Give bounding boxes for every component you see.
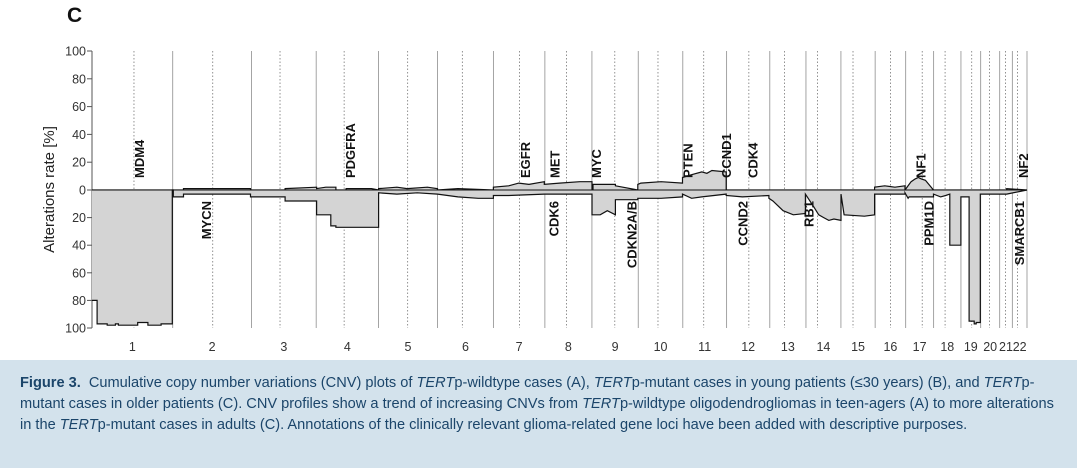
gene-label: CDK4 (746, 142, 761, 178)
gene-label: CDKN2A/B (625, 201, 640, 268)
caption-segment: TERT (582, 396, 620, 412)
gene-label: PDGFRA (343, 123, 358, 179)
caption-segment: TERT (59, 417, 98, 433)
caption-segment: p-mutant cases in older patients (C). CN… (20, 375, 1035, 412)
gene-label: MYC (589, 149, 604, 179)
gene-label: CCND2 (735, 201, 750, 246)
y-tick-label: 60 (72, 100, 86, 114)
caption-text: Cumulative copy number variations (CNV) … (20, 375, 1054, 433)
caption-segment: TERT (593, 375, 632, 391)
chromosome-label: 9 (612, 340, 619, 354)
y-tick-label: 20 (72, 211, 86, 225)
cnv-plot: C Alterations rate [%] 100 80 60 40 20 0 20 40 60 8… (41, 4, 1031, 354)
chromosome-label: 22 (1013, 340, 1027, 354)
gene-label: MET (547, 151, 562, 179)
chromosome-label: 17 (913, 340, 927, 354)
chromosome-label: 2 (209, 340, 216, 354)
chromosome-label: 3 (280, 340, 287, 354)
chromosome-label: 20 (983, 340, 997, 354)
caption-segment: TERT (983, 375, 1022, 391)
chromosome-label: 5 (405, 340, 412, 354)
series-area-gain (92, 170, 1027, 190)
gene-label: RB1 (802, 201, 817, 227)
chromosome-label: 16 (883, 340, 897, 354)
chromosome-label: 15 (851, 340, 865, 354)
y-tick-label: 0 (79, 184, 86, 198)
chromosome-label: 11 (698, 340, 711, 354)
chromosome-label: 1 (129, 340, 136, 354)
y-tick-label: 80 (72, 72, 86, 86)
chromosome-label: 10 (654, 340, 668, 354)
figure-label: Figure 3. (20, 375, 81, 391)
y-axis-label: Alterations rate [%] (41, 126, 58, 253)
chromosome-label: 6 (462, 340, 469, 354)
caption-segment: TERT (416, 375, 455, 391)
caption-segment: p-mutant cases in adults (C). Annotation… (97, 417, 968, 433)
chromosome-label: 18 (940, 340, 954, 354)
caption-segment: p-mutant cases in young patients (≤30 ye… (631, 375, 984, 391)
panel-label: C (67, 4, 82, 27)
chromosome-label: 13 (781, 340, 795, 354)
chromosome-label: 19 (964, 340, 978, 354)
y-tick-label: 100 (65, 45, 86, 59)
chromosome-label: 21 (999, 340, 1013, 354)
gene-label: MYCN (199, 201, 214, 239)
chromosome-label: 7 (516, 340, 523, 354)
y-tick-label: 60 (72, 266, 86, 280)
caption-segment: Cumulative copy number variations (CNV) … (88, 375, 417, 391)
y-tick-label: 80 (72, 294, 86, 308)
gene-label: SMARCB1 (1012, 201, 1027, 265)
gene-label: NF2 (1016, 153, 1031, 178)
gene-label: MDM4 (132, 139, 147, 178)
figure-caption: Figure 3. Cumulative copy number variatio… (20, 373, 1055, 436)
chromosome-label: 12 (741, 340, 755, 354)
gene-label: PPM1D (921, 201, 936, 246)
y-tick-label: 100 (65, 322, 86, 336)
y-tick-label: 40 (72, 239, 86, 253)
chromosome-label: 4 (344, 340, 351, 354)
gene-label: PTEN (681, 143, 696, 178)
caption-segment: p-wildtype oligodendrogliomas in teen-ag… (20, 396, 1054, 433)
caption-segment: p-wildtype cases (A), (454, 375, 594, 391)
chromosome-label: 14 (816, 340, 830, 354)
gene-label: EGFR (518, 141, 533, 178)
gene-label: CDK6 (546, 201, 561, 236)
chromosome-label: 8 (565, 340, 572, 354)
gene-label: NF1 (913, 153, 928, 178)
y-tick-label: 40 (72, 128, 86, 142)
caption-box: Figure 3. Cumulative copy number variatio… (0, 360, 1077, 468)
gene-label: CCND1 (719, 133, 734, 178)
y-tick-label: 20 (72, 156, 86, 170)
